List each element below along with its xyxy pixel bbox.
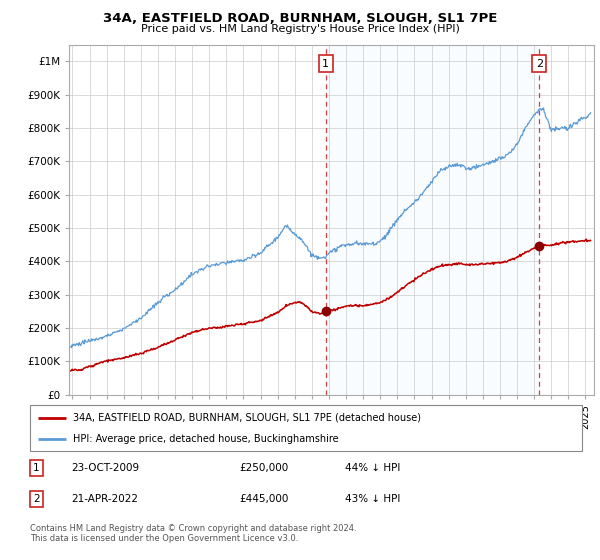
Text: Price paid vs. HM Land Registry's House Price Index (HPI): Price paid vs. HM Land Registry's House … (140, 24, 460, 34)
Text: 1: 1 (322, 59, 329, 69)
Bar (326, 45, 539, 395)
Text: 23-OCT-2009: 23-OCT-2009 (71, 463, 140, 473)
Text: 43% ↓ HPI: 43% ↓ HPI (344, 494, 400, 503)
Text: £445,000: £445,000 (240, 494, 289, 503)
Text: HPI: Average price, detached house, Buckinghamshire: HPI: Average price, detached house, Buck… (73, 435, 338, 444)
Text: 1: 1 (34, 463, 40, 473)
Text: 34A, EASTFIELD ROAD, BURNHAM, SLOUGH, SL1 7PE: 34A, EASTFIELD ROAD, BURNHAM, SLOUGH, SL… (103, 12, 497, 25)
Text: 21-APR-2022: 21-APR-2022 (71, 494, 139, 503)
Text: Contains HM Land Registry data © Crown copyright and database right 2024.
This d: Contains HM Land Registry data © Crown c… (30, 524, 356, 543)
Text: 34A, EASTFIELD ROAD, BURNHAM, SLOUGH, SL1 7PE (detached house): 34A, EASTFIELD ROAD, BURNHAM, SLOUGH, SL… (73, 413, 421, 423)
Text: £250,000: £250,000 (240, 463, 289, 473)
Text: 44% ↓ HPI: 44% ↓ HPI (344, 463, 400, 473)
Text: 2: 2 (34, 494, 40, 503)
Text: 2: 2 (536, 59, 543, 69)
